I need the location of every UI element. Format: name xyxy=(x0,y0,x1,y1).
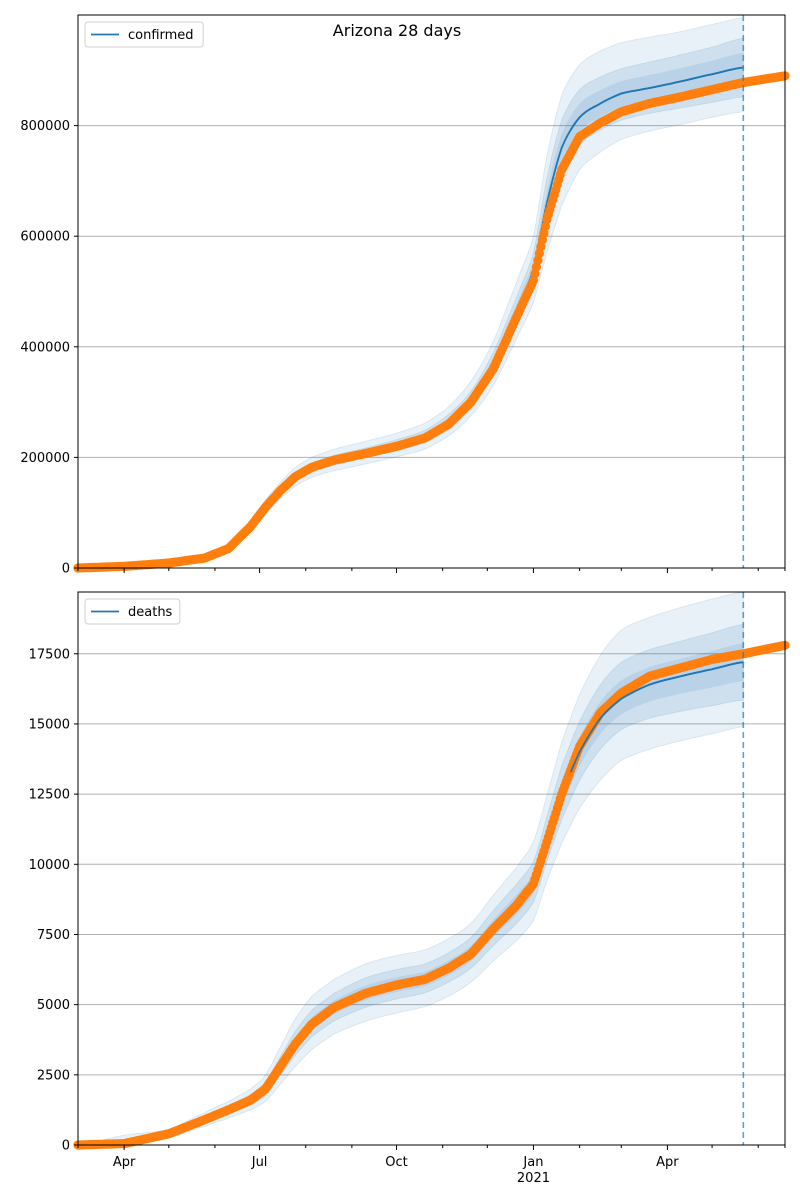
y-tick-label: 5000 xyxy=(37,998,70,1013)
band-core xyxy=(78,643,744,1145)
panel-confirmed: 0 200000 400000 600000 800000 confirmed xyxy=(20,14,790,577)
x-tick-label: Oct xyxy=(385,1155,407,1170)
x-tick-label: Jul xyxy=(251,1155,268,1170)
model-line-overlay xyxy=(569,661,744,773)
x-tick-label: Apr xyxy=(656,1155,679,1170)
x-tick-label: Jan xyxy=(522,1155,543,1170)
plot-frame xyxy=(77,591,786,1146)
band-outer xyxy=(77,17,744,569)
y-tick-label: 0 xyxy=(62,562,70,577)
y-tick-label: 0 xyxy=(62,1139,70,1154)
legend-deaths: deaths xyxy=(84,598,181,625)
plot-frame xyxy=(77,14,786,569)
y-tick-label: 7500 xyxy=(37,928,70,943)
legend-label: confirmed xyxy=(128,28,194,43)
y-tick-label: 800000 xyxy=(20,119,70,134)
model-line-confirmed xyxy=(77,66,744,569)
y-tick-label: 600000 xyxy=(20,230,70,245)
x-year-label: 2021 xyxy=(517,1171,550,1186)
band-outer xyxy=(77,591,744,1146)
legend-confirmed: confirmed xyxy=(84,21,204,48)
y-tick-label: 200000 xyxy=(20,451,70,466)
legend-label: deaths xyxy=(128,605,173,620)
y-tick-label: 10000 xyxy=(29,858,70,873)
y-tick-label: 12500 xyxy=(29,788,70,803)
panel-deaths: 0 2500 5000 7500 10000 12500 15000 17500 deaths A… xyxy=(29,591,790,1186)
x-tick-label: Apr xyxy=(113,1155,136,1170)
legend-box xyxy=(84,598,181,625)
legend-box xyxy=(84,21,204,48)
y-tick-label: 15000 xyxy=(29,717,70,732)
y-tick-label: 17500 xyxy=(29,647,70,662)
observed-series-confirmed xyxy=(73,71,790,573)
chart-title: Arizona 28 days xyxy=(333,21,461,40)
y-tick-label: 2500 xyxy=(37,1068,70,1083)
y-tick-label: 400000 xyxy=(20,340,70,355)
model-line-overlay xyxy=(569,66,744,131)
